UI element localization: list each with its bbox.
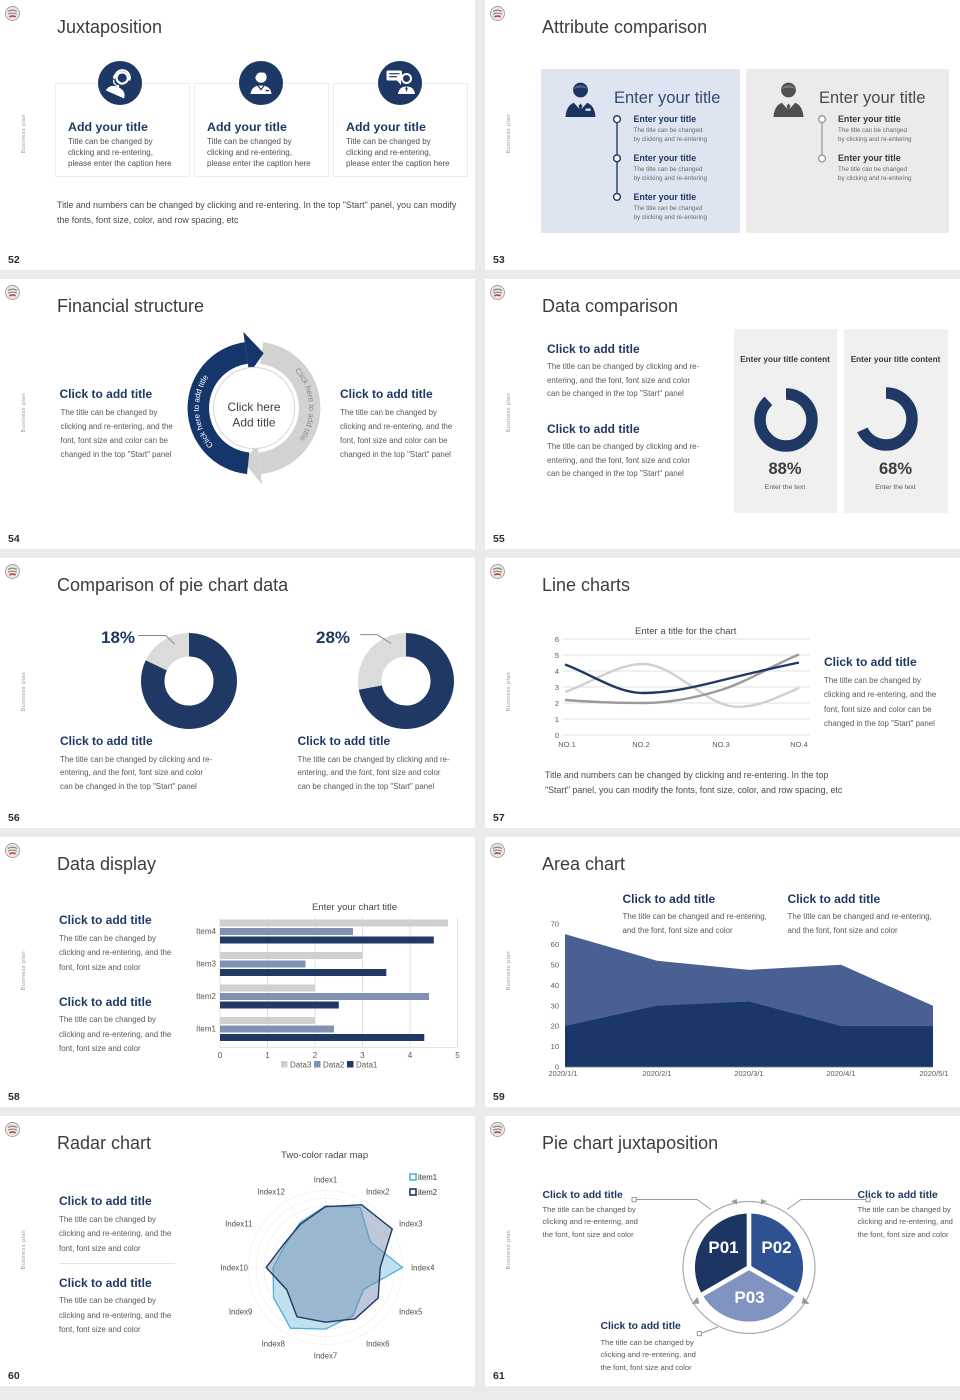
svg-text:Data1: Data1 (356, 1061, 378, 1070)
svg-text:5: 5 (455, 1051, 460, 1060)
svg-text:NO.1: NO.1 (558, 740, 576, 749)
svg-text:Add title: Add title (232, 416, 275, 430)
svg-text:Index7: Index7 (314, 1352, 337, 1361)
svg-text:Index9: Index9 (229, 1308, 252, 1317)
svg-text:Index1: Index1 (314, 1176, 337, 1185)
svg-text:10: 10 (551, 1042, 559, 1051)
svg-text:0: 0 (555, 731, 559, 740)
svg-text:0: 0 (218, 1051, 223, 1060)
svg-text:P01: P01 (708, 1238, 738, 1257)
svg-text:4: 4 (555, 667, 559, 676)
svg-text:20: 20 (551, 1022, 559, 1031)
svg-text:Item2: Item2 (196, 992, 217, 1001)
svg-text:Index6: Index6 (366, 1340, 389, 1349)
svg-text:60: 60 (551, 940, 559, 949)
svg-text:Index12: Index12 (257, 1187, 285, 1196)
svg-text:5: 5 (555, 651, 559, 660)
svg-text:1: 1 (555, 715, 559, 724)
svg-text:P03: P03 (734, 1288, 764, 1307)
svg-text:Index11: Index11 (225, 1220, 252, 1229)
svg-text:50: 50 (551, 960, 559, 969)
svg-text:NO.2: NO.2 (632, 740, 650, 749)
svg-text:1: 1 (265, 1051, 270, 1060)
svg-text:40: 40 (551, 981, 559, 990)
svg-text:Click here: Click here (227, 400, 280, 414)
svg-text:30: 30 (551, 1001, 559, 1010)
svg-text:2020/5/1: 2020/5/1 (919, 1069, 948, 1078)
svg-text:2020/4/1: 2020/4/1 (826, 1069, 855, 1078)
svg-text:Index8: Index8 (262, 1340, 285, 1349)
svg-text:2020/2/1: 2020/2/1 (642, 1069, 671, 1078)
svg-text:0: 0 (555, 1063, 559, 1072)
svg-text:item2: item2 (418, 1188, 437, 1197)
svg-text:Index3: Index3 (399, 1220, 422, 1229)
svg-text:Data3: Data3 (290, 1061, 312, 1070)
svg-text:Data2: Data2 (323, 1061, 345, 1070)
svg-text:70: 70 (551, 920, 559, 929)
svg-text:NO.4: NO.4 (790, 740, 808, 749)
svg-text:3: 3 (360, 1051, 365, 1060)
svg-text:Item1: Item1 (196, 1025, 217, 1034)
svg-text:2020/1/1: 2020/1/1 (548, 1069, 577, 1078)
svg-text:3: 3 (555, 683, 559, 692)
svg-text:P02: P02 (761, 1238, 791, 1257)
svg-text:2: 2 (313, 1051, 318, 1060)
svg-text:Index4: Index4 (411, 1264, 435, 1273)
svg-text:6: 6 (555, 635, 559, 644)
svg-text:Index2: Index2 (366, 1187, 389, 1196)
svg-text:Item4: Item4 (196, 927, 217, 936)
svg-text:Item3: Item3 (196, 960, 217, 969)
svg-text:Index5: Index5 (399, 1308, 423, 1317)
svg-text:2: 2 (555, 699, 559, 708)
svg-text:item1: item1 (418, 1173, 437, 1182)
svg-text:Index10: Index10 (220, 1264, 248, 1273)
svg-text:2020/3/1: 2020/3/1 (734, 1069, 763, 1078)
svg-text:4: 4 (408, 1051, 413, 1060)
svg-text:NO.3: NO.3 (712, 740, 730, 749)
